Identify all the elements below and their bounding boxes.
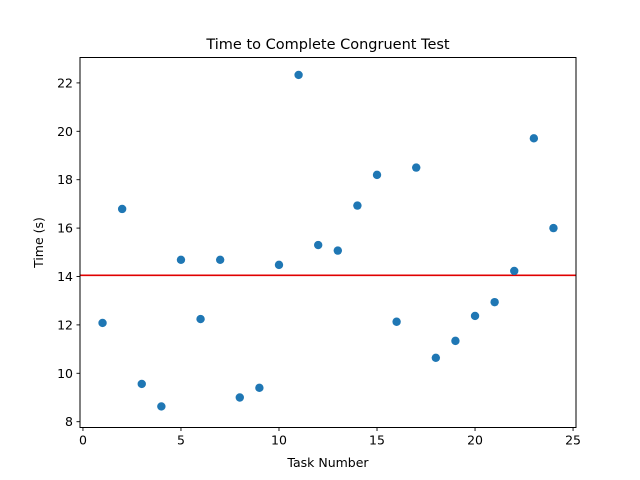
data-point <box>470 311 480 321</box>
y-tick-label: 14 <box>57 269 73 284</box>
data-point <box>431 353 441 363</box>
y-axis-label: Time (s) <box>31 217 46 269</box>
y-axis: 8 10 12 14 16 18 20 22 <box>57 75 80 429</box>
x-tick-label: 25 <box>565 433 581 448</box>
plot-frame <box>79 57 577 428</box>
y-tick-label: 8 <box>65 414 73 429</box>
data-point <box>490 297 499 307</box>
y-tick-label: 16 <box>57 221 73 236</box>
chart-title: Time to Complete Congruent Test <box>205 37 450 53</box>
data-point <box>549 223 558 233</box>
x-axis-label: Task Number <box>286 455 369 470</box>
data-point <box>529 134 539 143</box>
data-point <box>176 255 186 265</box>
data-point <box>294 70 303 80</box>
data-point <box>157 402 166 411</box>
data-point <box>235 393 244 402</box>
x-tick-label: 5 <box>177 433 185 448</box>
y-tick-label: 10 <box>57 366 73 381</box>
x-tick-label: 0 <box>79 433 87 448</box>
x-tick-label: 20 <box>467 433 483 448</box>
y-tick-label: 20 <box>57 124 73 139</box>
y-tick-label: 12 <box>57 317 73 332</box>
data-point <box>137 379 146 389</box>
data-point <box>510 266 519 276</box>
data-point <box>196 314 205 324</box>
data-point <box>98 318 107 328</box>
x-tick-label: 10 <box>271 433 287 448</box>
x-tick-label: 15 <box>369 433 385 448</box>
data-point <box>392 317 401 326</box>
data-point <box>255 383 264 393</box>
data-point <box>117 204 127 214</box>
data-point <box>451 336 460 346</box>
data-point <box>412 163 421 172</box>
data-point <box>313 240 323 250</box>
data-point <box>372 170 382 180</box>
data-point <box>353 201 362 210</box>
y-tick-label: 22 <box>57 75 73 90</box>
data-point <box>333 246 343 255</box>
data-point <box>274 260 284 270</box>
data-point <box>215 255 225 265</box>
x-axis: 0 5 10 15 20 25 <box>79 427 581 448</box>
y-tick-label: 18 <box>57 172 73 187</box>
plot-layer <box>80 70 576 411</box>
